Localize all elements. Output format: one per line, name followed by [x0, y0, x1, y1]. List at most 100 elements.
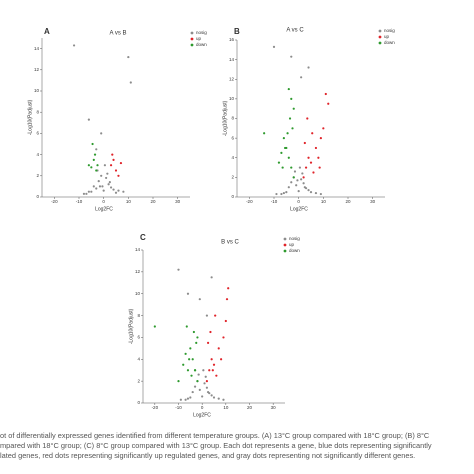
point: [298, 166, 301, 169]
y-tick-label: 6: [36, 131, 39, 136]
point: [198, 388, 201, 391]
point: [311, 132, 314, 135]
legend-label: nosig: [196, 30, 207, 35]
point: [129, 81, 132, 84]
point: [90, 190, 93, 193]
x-tick-label: -20: [246, 199, 253, 204]
y-axis-label: -Log10(Padjust): [128, 308, 134, 344]
point: [222, 336, 225, 339]
point: [103, 164, 106, 167]
panel-label: C: [140, 233, 146, 242]
point: [188, 358, 191, 361]
point: [95, 148, 98, 151]
y-tick-label: 14: [135, 247, 141, 252]
point: [205, 386, 208, 389]
point: [303, 186, 306, 189]
legend-label: nosig: [384, 28, 395, 33]
point: [282, 137, 285, 140]
x-tick-label: 30: [271, 405, 277, 410]
point: [114, 169, 118, 172]
x-tick-label: 30: [370, 199, 376, 204]
x-tick-label: -20: [152, 405, 159, 410]
point: [127, 55, 130, 59]
point: [206, 390, 210, 394]
point: [302, 176, 305, 179]
point: [281, 166, 284, 169]
y-tick-label: 2: [231, 175, 234, 180]
point: [107, 183, 110, 186]
point: [177, 380, 180, 383]
point: [186, 397, 190, 400]
point: [300, 76, 303, 79]
point: [195, 341, 198, 344]
y-tick-label: 8: [231, 116, 234, 121]
x-tick-label: 20: [247, 405, 253, 410]
point: [287, 156, 290, 159]
x-axis-label: Log2FC: [95, 206, 113, 212]
point: [290, 97, 293, 100]
point: [105, 176, 108, 180]
y-tick-label: 0: [137, 400, 140, 405]
y-tick-label: 12: [34, 67, 40, 72]
point: [306, 117, 309, 120]
point: [191, 358, 194, 361]
point: [210, 394, 213, 397]
point: [72, 44, 76, 47]
point: [222, 398, 225, 401]
point: [191, 390, 194, 394]
y-tick-label: 10: [34, 88, 40, 93]
caption-line: mpared with 18°C group; (C) 8°C group co…: [0, 441, 432, 450]
chart-title: A vs B: [109, 31, 126, 37]
point: [287, 186, 290, 189]
point: [198, 298, 201, 301]
y-tick-label: 10: [229, 96, 235, 101]
point: [303, 141, 306, 145]
point: [196, 380, 199, 383]
point: [122, 190, 125, 193]
point: [100, 132, 103, 135]
legend-marker: [378, 29, 382, 33]
point: [92, 158, 95, 161]
legend-label: up: [384, 34, 390, 39]
legend-label: up: [196, 36, 202, 41]
point: [277, 161, 281, 164]
point: [227, 287, 230, 290]
point: [319, 137, 322, 140]
point: [210, 276, 213, 279]
point: [292, 176, 295, 179]
y-axis-label: -Log10(Padjust): [27, 99, 33, 135]
point: [112, 188, 115, 191]
point: [280, 192, 283, 196]
y-tick-label: 14: [34, 46, 40, 51]
point: [185, 325, 188, 328]
point: [206, 341, 210, 344]
legend-marker: [190, 43, 194, 47]
point: [214, 314, 217, 317]
legend-marker: [283, 249, 287, 253]
point: [179, 398, 182, 401]
point: [324, 92, 327, 96]
point: [290, 181, 293, 184]
x-tick-label: 30: [175, 199, 181, 204]
point: [87, 190, 90, 193]
point: [272, 45, 276, 48]
y-tick-label: 6: [137, 335, 140, 340]
y-tick-label: 4: [231, 155, 234, 160]
x-tick-label: -10: [76, 199, 83, 204]
point: [309, 161, 313, 164]
legend-label: nosig: [289, 236, 300, 241]
x-tick-label: 10: [126, 199, 132, 204]
point: [297, 190, 300, 193]
x-axis-label: Log2FC: [193, 412, 211, 418]
point: [209, 330, 212, 334]
y-tick-label: 10: [135, 291, 141, 296]
point: [286, 132, 289, 135]
point: [292, 107, 295, 110]
x-tick-label: 10: [223, 405, 229, 410]
y-tick-label: 4: [36, 152, 39, 157]
x-tick-label: 0: [102, 199, 105, 204]
point: [95, 187, 98, 190]
point: [314, 146, 318, 150]
point: [225, 298, 229, 301]
point: [217, 397, 220, 400]
